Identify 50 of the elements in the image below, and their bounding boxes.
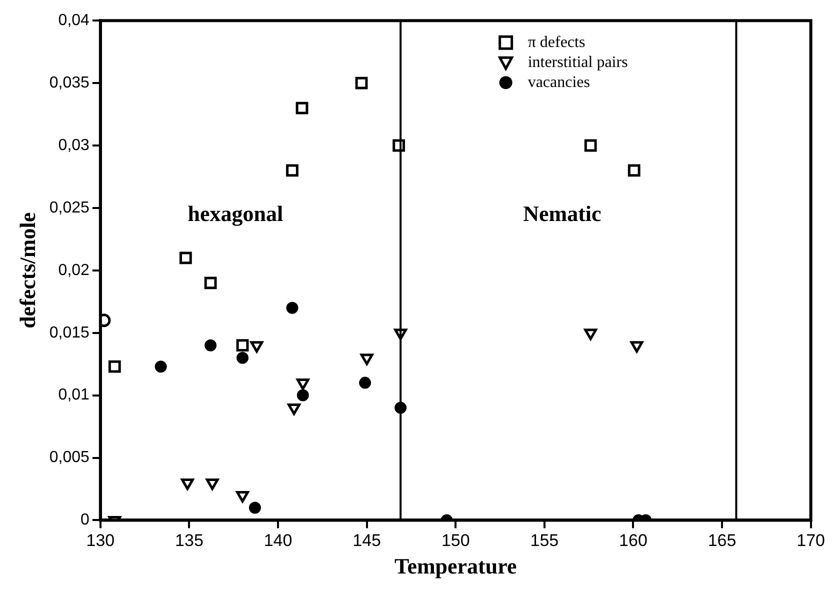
x-tick-label: 170 bbox=[796, 531, 826, 550]
point bbox=[296, 102, 308, 114]
y-tick-label: 0,005 bbox=[49, 449, 90, 466]
y-tick-label: 0,02 bbox=[58, 262, 90, 279]
point bbox=[296, 378, 310, 390]
point bbox=[584, 328, 598, 340]
point bbox=[179, 252, 192, 264]
annotation: hexagonal bbox=[188, 201, 284, 226]
point bbox=[236, 490, 249, 502]
x-tick-label: 145 bbox=[352, 531, 382, 550]
point bbox=[250, 341, 264, 353]
y-tick-label: 0,03 bbox=[58, 136, 90, 154]
point bbox=[204, 276, 217, 290]
x-tick-label: 130 bbox=[86, 531, 115, 550]
point bbox=[108, 360, 121, 373]
legend-label: vacancies bbox=[528, 74, 590, 91]
x-tick-label: 160 bbox=[619, 531, 648, 550]
point bbox=[288, 404, 300, 416]
point bbox=[355, 76, 368, 90]
point bbox=[584, 139, 597, 152]
y-tick-label: 0,04 bbox=[58, 12, 90, 30]
y-tick-label: 0,01 bbox=[58, 386, 90, 404]
x-tick-label: 165 bbox=[708, 531, 736, 550]
point bbox=[248, 502, 261, 514]
point bbox=[360, 354, 374, 366]
point bbox=[181, 478, 194, 490]
point bbox=[630, 341, 644, 353]
y-axis-title: defects/mole bbox=[14, 212, 40, 328]
x-axis-title: Temperature bbox=[394, 553, 517, 578]
point bbox=[204, 339, 217, 352]
x-tick-label: 135 bbox=[175, 531, 204, 550]
y-tick-label: 0,025 bbox=[49, 199, 90, 216]
point bbox=[359, 376, 372, 389]
point bbox=[206, 478, 219, 490]
point bbox=[236, 339, 249, 352]
y-tick-label: 0 bbox=[80, 512, 90, 529]
x-tick-label: 155 bbox=[530, 531, 559, 550]
point bbox=[286, 164, 298, 177]
x-tick-label: 150 bbox=[441, 531, 470, 550]
point bbox=[296, 389, 309, 402]
annotation: Nematic bbox=[523, 201, 602, 226]
x-tick-label: 140 bbox=[264, 531, 292, 550]
legend-label: interstitial pairs bbox=[528, 54, 628, 71]
y-tick-label: 0,015 bbox=[49, 324, 90, 342]
point bbox=[236, 352, 249, 364]
point bbox=[628, 164, 640, 177]
point bbox=[154, 360, 167, 373]
legend-label: π defects bbox=[528, 34, 586, 51]
point bbox=[286, 302, 298, 314]
y-tick-label: 0,035 bbox=[49, 74, 90, 92]
